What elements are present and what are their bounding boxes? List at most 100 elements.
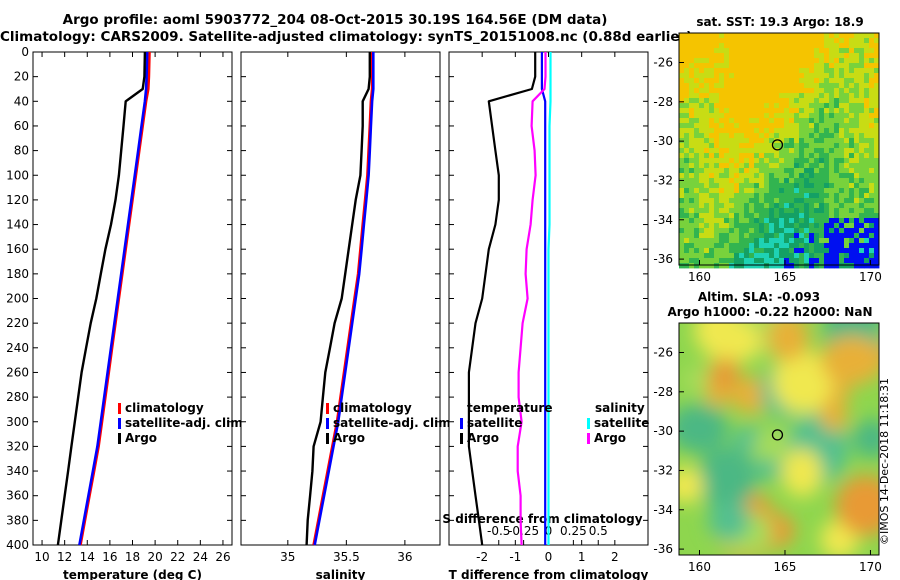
y-tick-label: 200: [6, 292, 29, 306]
sst-cell: [724, 63, 730, 69]
sst-cell: [794, 108, 800, 114]
sst-cell: [874, 138, 880, 144]
sst-cell: [679, 168, 685, 174]
sst-cell: [714, 168, 720, 174]
sst-cell: [779, 198, 785, 204]
sst-cell: [864, 178, 870, 184]
sst-cell: [684, 173, 690, 179]
sst-cell: [849, 243, 855, 249]
sst-cell: [849, 163, 855, 169]
sst-cell: [794, 198, 800, 204]
sst-cell: [684, 213, 690, 219]
sst-cell: [694, 238, 700, 244]
sst-cell: [824, 73, 830, 79]
sst-cell: [869, 128, 875, 134]
sst-cell: [859, 78, 865, 84]
sst-cell: [764, 63, 770, 69]
sst-cell: [829, 178, 835, 184]
sst-cell: [819, 188, 825, 194]
sst-cell: [874, 48, 880, 54]
sst-cell: [734, 248, 740, 254]
sst-cell: [844, 203, 850, 209]
sst-cell: [769, 148, 775, 154]
x-axis-label: salinity: [316, 568, 366, 580]
sst-cell: [734, 123, 740, 129]
sst-cell: [689, 143, 695, 149]
sst-cell: [839, 258, 845, 264]
sst-cell: [699, 153, 705, 159]
sst-cell: [774, 33, 780, 39]
sst-cell: [739, 73, 745, 79]
y-tick-label: -30: [653, 424, 673, 438]
sst-cell: [834, 48, 840, 54]
sst-cell: [859, 218, 865, 224]
sst-cell: [744, 178, 750, 184]
sst-cell: [679, 218, 685, 224]
sst-cell: [729, 223, 735, 229]
sst-cell: [819, 143, 825, 149]
sst-cell: [844, 113, 850, 119]
y-tick-label: -36: [653, 252, 673, 266]
x-tick-label: 160: [688, 270, 711, 284]
sst-cell: [794, 143, 800, 149]
sst-cell: [789, 128, 795, 134]
sst-cell: [769, 93, 775, 99]
sst-cell: [829, 68, 835, 74]
sst-cell: [779, 233, 785, 239]
sst-cell: [874, 118, 880, 124]
y-tick-label: -34: [653, 503, 673, 517]
sst-cell: [799, 138, 805, 144]
sst-cell: [729, 263, 735, 269]
x-tick-label: 160: [688, 560, 711, 574]
sst-cell: [739, 258, 745, 264]
sst-cell: [754, 153, 760, 159]
sst-cell: [864, 103, 870, 109]
sst-cell: [819, 78, 825, 84]
sst-cell: [864, 198, 870, 204]
sst-cell: [724, 128, 730, 134]
sst-cell: [809, 208, 815, 214]
sst-cell: [809, 53, 815, 59]
sst-cell: [764, 68, 770, 74]
sst-cell: [804, 148, 810, 154]
sst-cell: [699, 223, 705, 229]
sst-cell: [779, 153, 785, 159]
sst-cell: [849, 63, 855, 69]
sst-cell: [874, 68, 880, 74]
sst-cell: [829, 238, 835, 244]
sst-cell: [739, 88, 745, 94]
sst-cell: [829, 43, 835, 49]
sst-cell: [819, 123, 825, 129]
sst-cell: [844, 38, 850, 44]
sst-cell: [719, 213, 725, 219]
sst-cell: [874, 33, 880, 39]
sst-cell: [739, 53, 745, 59]
sst-cell: [749, 38, 755, 44]
sst-cell: [749, 238, 755, 244]
legend-entry-label: climatology: [333, 401, 412, 415]
sst-cell: [864, 78, 870, 84]
sst-cell: [749, 98, 755, 104]
sst-cell: [699, 208, 705, 214]
sst-cell: [684, 103, 690, 109]
sst-cell: [839, 63, 845, 69]
sst-cell: [819, 33, 825, 39]
sst-cell: [709, 108, 715, 114]
sst-cell: [749, 93, 755, 99]
sst-cell: [824, 193, 830, 199]
sst-cell: [844, 83, 850, 89]
sst-cell: [849, 238, 855, 244]
sst-cell: [764, 143, 770, 149]
sst-cell: [679, 113, 685, 119]
sst-cell: [724, 223, 730, 229]
sst-cell: [769, 143, 775, 149]
sst-cell: [859, 158, 865, 164]
sst-cell: [794, 73, 800, 79]
sst-cell: [684, 243, 690, 249]
sst-cell: [704, 78, 710, 84]
sst-cell: [839, 68, 845, 74]
sst-cell: [834, 218, 840, 224]
sst-cell: [824, 148, 830, 154]
legend-entry-label: climatology: [125, 401, 204, 415]
